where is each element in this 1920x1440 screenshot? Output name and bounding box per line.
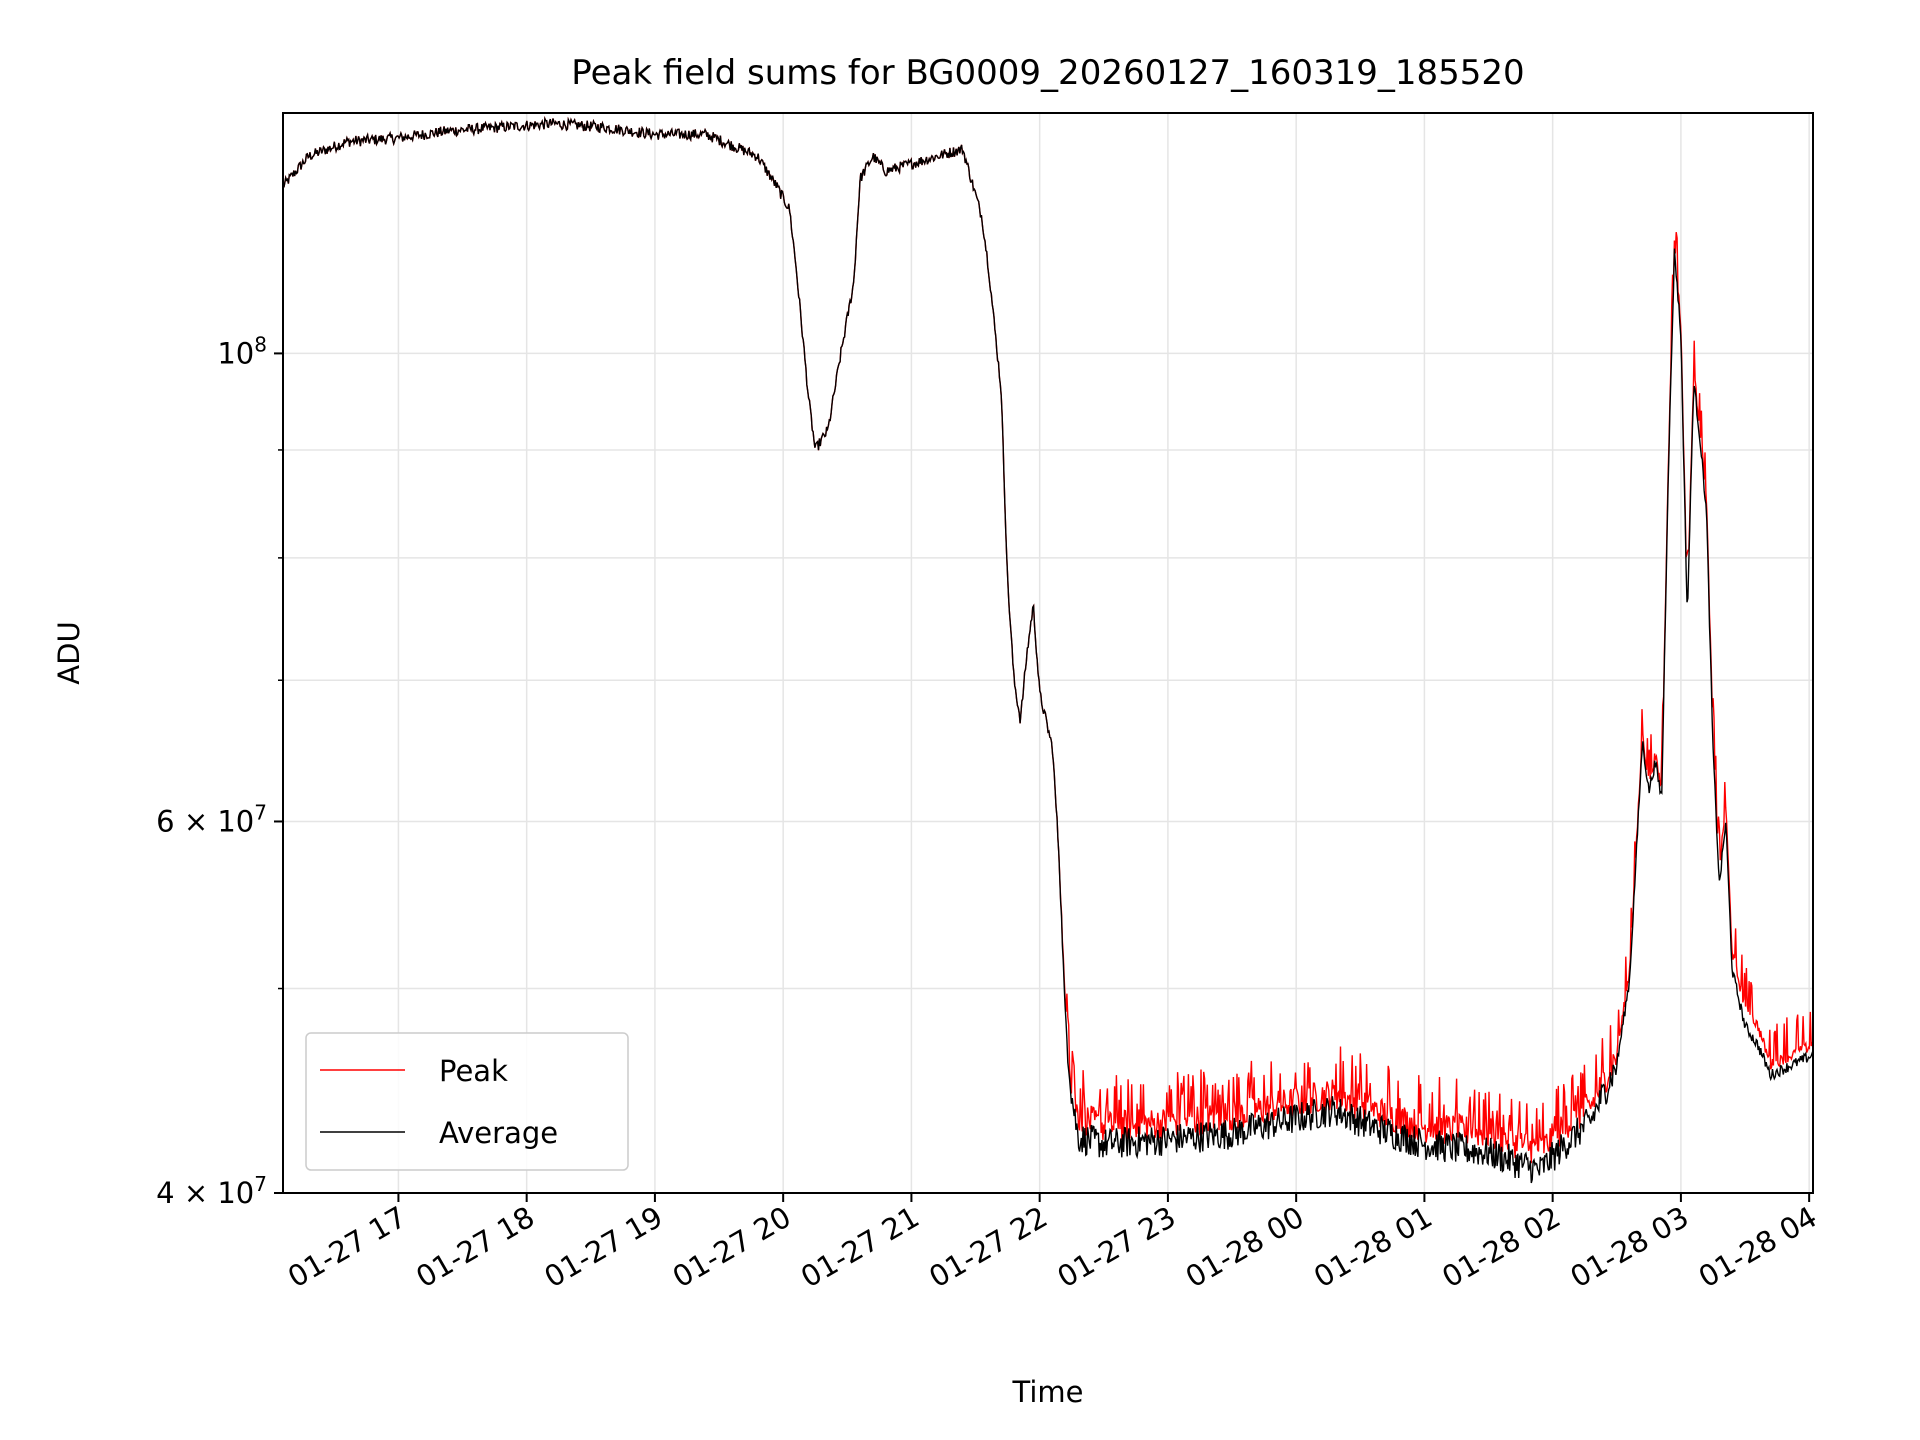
x-axis-label: Time: [1012, 1375, 1084, 1409]
legend: Peak Average: [305, 1032, 629, 1171]
series-layer: [283, 116, 1813, 1184]
chart-title: Peak field sums for BG0009_20260127_1603…: [571, 53, 1524, 93]
legend-label-peak: Peak: [439, 1054, 508, 1088]
y-axis-label: ADU: [52, 621, 86, 684]
y-axis: 4 × 107 6 × 107 108: [156, 332, 283, 1210]
plot-frame: [282, 112, 1814, 1194]
y-tick-label: 6 × 107: [156, 800, 267, 838]
series-line-average: [283, 116, 1813, 1184]
y-tick-label: 108: [217, 332, 267, 370]
y-tick-label: 4 × 107: [156, 1172, 267, 1210]
legend-label-average: Average: [439, 1116, 558, 1150]
legend-box: [305, 1032, 629, 1171]
